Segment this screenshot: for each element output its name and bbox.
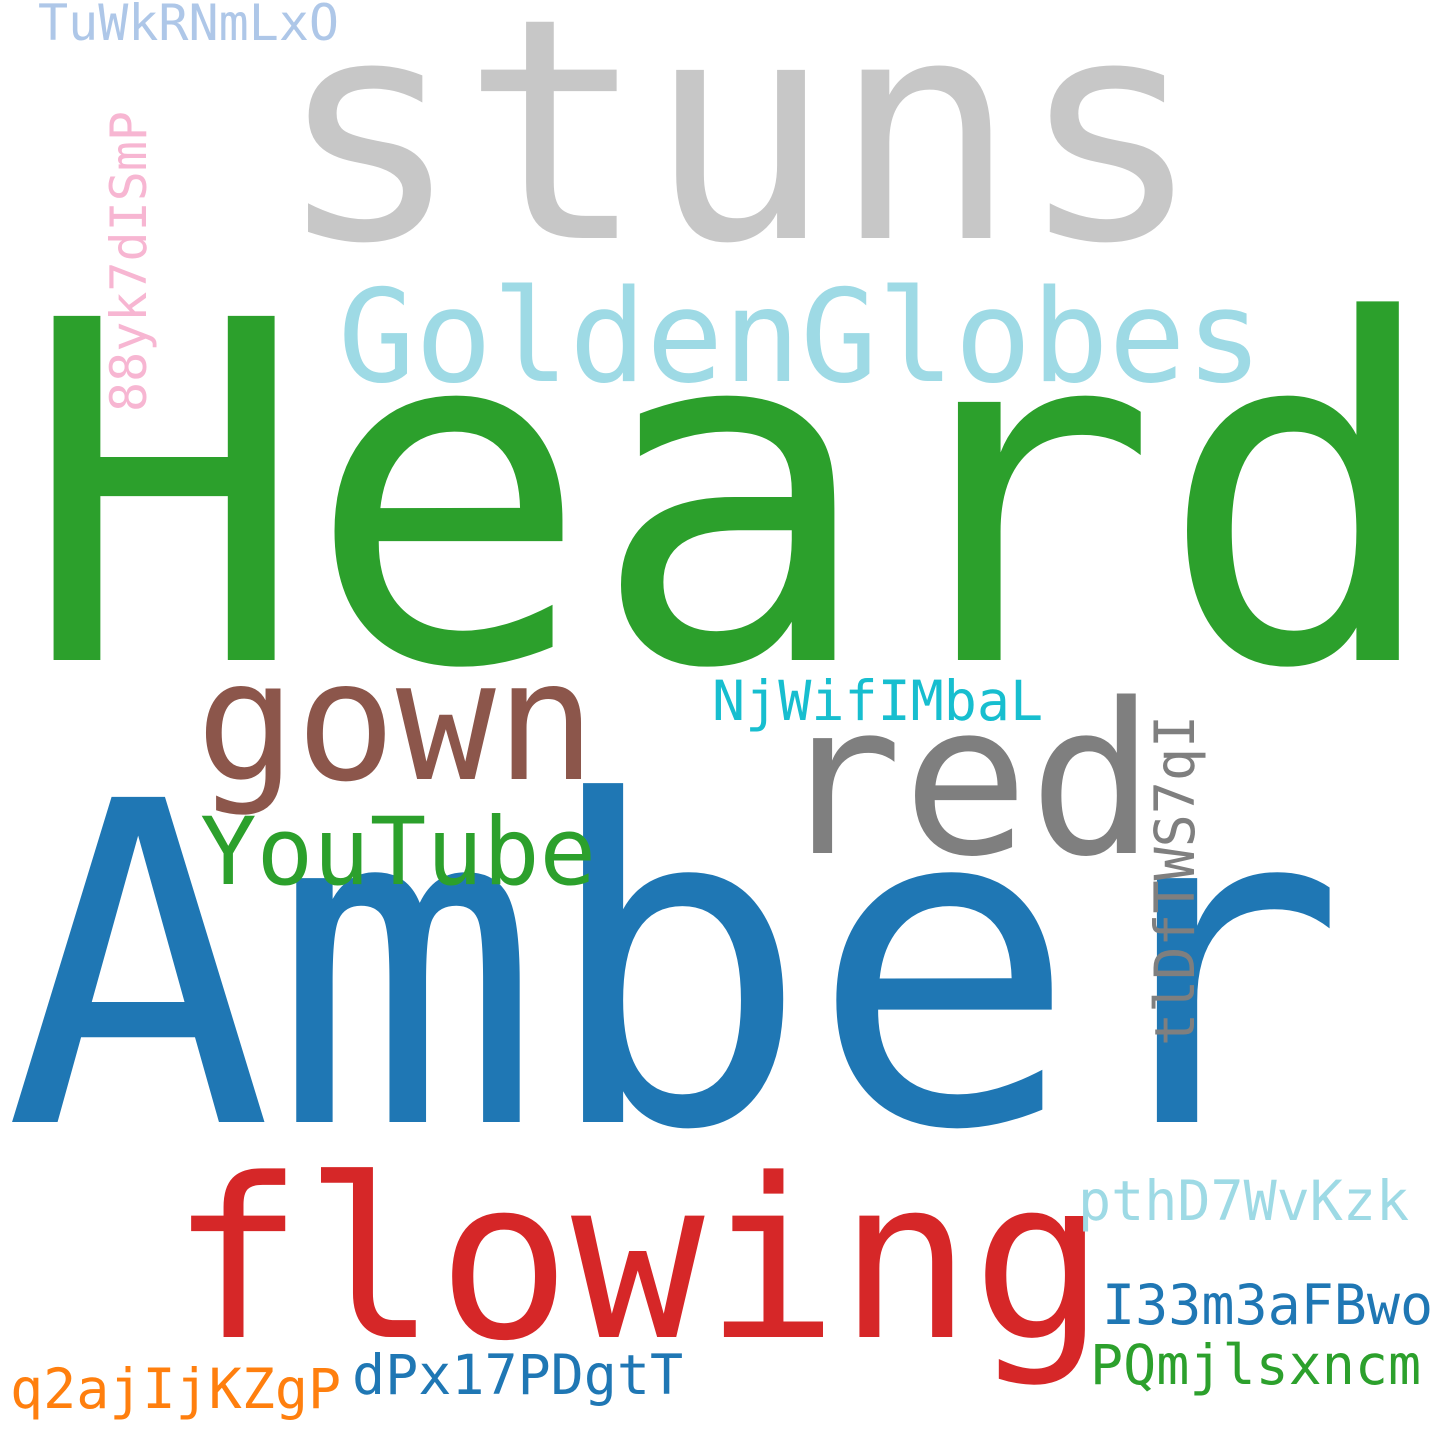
word-njwifimbal: NjWifIMbaL — [712, 669, 1044, 733]
word-heard: Heard — [22, 223, 1440, 772]
word-q2ajijkzgp: q2ajIjKZgP — [10, 1357, 342, 1421]
word-red: red — [776, 658, 1156, 903]
word-tuwkrnmlxo: TuWkRNmLxO — [38, 0, 340, 52]
word-tldftws7qi: tlDfTWS7qI — [1143, 714, 1207, 1046]
word-gown: gown — [196, 626, 596, 819]
word-flowing: flowing — [170, 1132, 1106, 1390]
word-goldenglobes: GoldenGlobes — [338, 263, 1263, 412]
word-i33m3afbwo: I33m3aFBwo — [1102, 1273, 1434, 1337]
word-88yk7dismp: 88yk7dISmP — [100, 110, 158, 412]
word-youtube: YouTube — [200, 798, 597, 907]
word-amber: Amber — [4, 709, 1347, 1228]
word-dpx17pdgtt: dPx17PDgtT — [352, 1343, 684, 1407]
word-stuns: stuns — [276, 0, 1204, 311]
word-pthd7wvkzk: pthD7WvKzk — [1078, 1169, 1410, 1233]
word-pqmjlsxncm: PQmjlsxncm — [1090, 1333, 1422, 1397]
